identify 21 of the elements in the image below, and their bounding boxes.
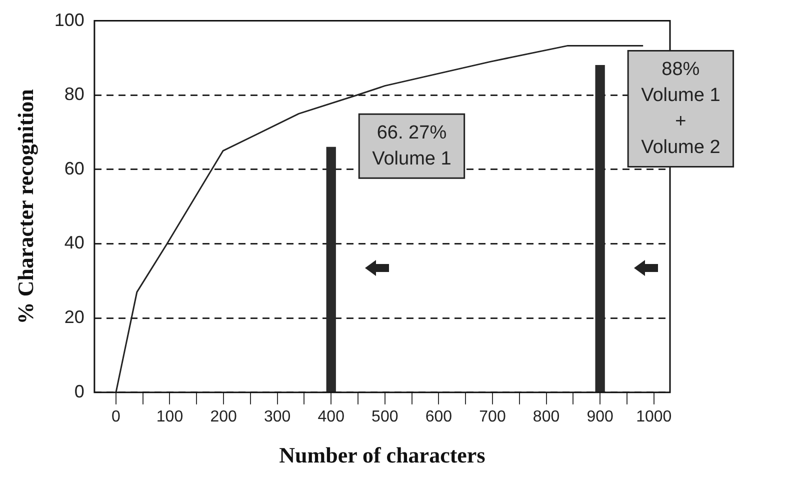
x-tick-label: 600: [425, 408, 452, 426]
y-tick-label: 0: [74, 381, 84, 402]
annotation: 88% Volume 1 + Volume 2: [641, 59, 720, 158]
x-tick-label: 1000: [636, 408, 672, 426]
x-tick-label: 400: [318, 408, 345, 426]
y-tick-label: 20: [64, 307, 84, 328]
y-tick-label: 40: [64, 232, 84, 253]
x-tick-label: 500: [372, 408, 398, 426]
y-axis-title: % Character recognition: [12, 89, 38, 324]
x-tick-label: 900: [586, 408, 614, 426]
x-tick-label: 300: [264, 408, 291, 426]
x-tick-label: 200: [210, 408, 237, 426]
x-tick-label: 800: [532, 408, 560, 426]
y-tick-label: 80: [64, 84, 84, 104]
y-tick-label: 60: [64, 158, 84, 178]
x-tick-label: 700: [479, 408, 506, 426]
annotation: 66. 27% Volume 1: [372, 122, 452, 170]
x-axis-title: Number of characters: [279, 442, 486, 468]
x-tick-label: 0: [111, 408, 120, 426]
x-tick-label: 100: [156, 408, 184, 426]
y-tick-label: 100: [54, 10, 84, 30]
